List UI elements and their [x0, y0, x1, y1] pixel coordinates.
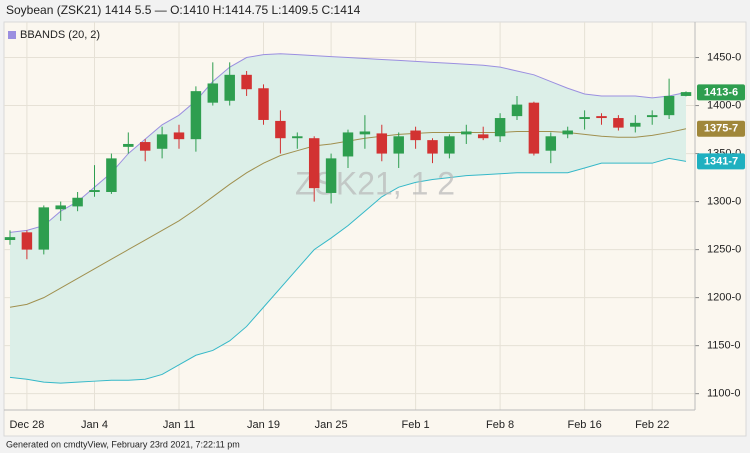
last-value-label: 1375-7	[704, 123, 738, 135]
y-tick-label: 1100-0	[707, 388, 740, 400]
candle-body	[55, 205, 66, 210]
candle-body	[646, 115, 658, 118]
candle-body	[511, 104, 523, 117]
candle-body	[444, 136, 455, 154]
candles	[4, 62, 692, 260]
x-tick-label: Jan 4	[81, 419, 108, 431]
candle-body	[461, 131, 472, 135]
candle-body	[292, 136, 303, 139]
candle-body	[528, 102, 540, 154]
legend-swatch	[8, 31, 16, 39]
candle-body	[545, 136, 557, 151]
candle-body	[106, 158, 117, 192]
candle-body	[89, 190, 100, 192]
candle-body	[325, 158, 337, 193]
last-value-label: 1413-6	[704, 86, 738, 98]
x-tick-label: Jan 11	[163, 419, 195, 431]
candle-body	[38, 207, 50, 250]
last-value-box	[697, 120, 745, 137]
candle-body	[376, 133, 388, 154]
last-value-box	[697, 84, 745, 101]
candle-body	[308, 138, 320, 189]
candle-body	[427, 140, 438, 154]
candle-body	[207, 83, 219, 103]
candle-body	[258, 88, 269, 120]
candle-body	[596, 116, 607, 119]
candle-body	[494, 118, 506, 137]
band-line	[9, 53, 687, 233]
last-value-label: 1341-7	[704, 155, 738, 167]
legend-label: BBANDS (20, 2)	[20, 29, 100, 41]
candle-body	[72, 197, 83, 207]
candle-body	[173, 132, 185, 140]
candle-body	[139, 142, 151, 151]
chart-title: Soybean (ZSK21) 1414 5.5 — O:1410 H:1414…	[6, 3, 361, 17]
candle-body	[156, 134, 168, 149]
x-tick-label: Feb 8	[486, 419, 514, 431]
last-value-box	[697, 153, 745, 170]
candle-body	[562, 130, 573, 135]
watermark: ZSK21, 1 2	[295, 165, 455, 201]
y-tick-label: 1300-0	[707, 196, 741, 208]
candle-body	[342, 132, 354, 157]
band-line	[9, 157, 687, 384]
x-tick-label: Jan 19	[247, 419, 280, 431]
y-tick-label: 1250-0	[707, 244, 741, 256]
candle-body	[410, 130, 421, 141]
y-tick-label: 1450-0	[707, 51, 741, 63]
x-tick-label: Jan 25	[315, 419, 348, 431]
candle-body	[224, 74, 235, 101]
y-tick-label: 1150-0	[707, 340, 740, 352]
candle-body	[663, 95, 675, 116]
candle-body	[613, 118, 624, 128]
x-tick-label: Feb 16	[567, 419, 601, 431]
candle-body	[4, 237, 16, 241]
candle-body	[630, 122, 641, 127]
candle-body	[477, 134, 489, 139]
candle-body	[190, 91, 202, 140]
candle-body	[123, 143, 134, 147]
x-tick-label: Feb 22	[635, 419, 669, 431]
candle-body	[241, 74, 252, 90]
footer: Generated on cmdtyView, February 23rd 20…	[6, 439, 240, 449]
axis: 1100-01150-01200-01250-01300-01350-01400…	[4, 22, 745, 431]
candle-body	[579, 117, 590, 119]
y-tick-label: 1400-0	[707, 99, 741, 111]
candle-body	[21, 232, 33, 250]
x-tick-label: Feb 1	[402, 419, 430, 431]
candle-body	[275, 120, 286, 139]
y-tick-label: 1200-0	[707, 292, 741, 304]
candle-body	[393, 136, 404, 154]
candle-body	[359, 131, 371, 135]
candle-body	[680, 92, 692, 96]
x-tick-label: Dec 28	[9, 419, 44, 431]
